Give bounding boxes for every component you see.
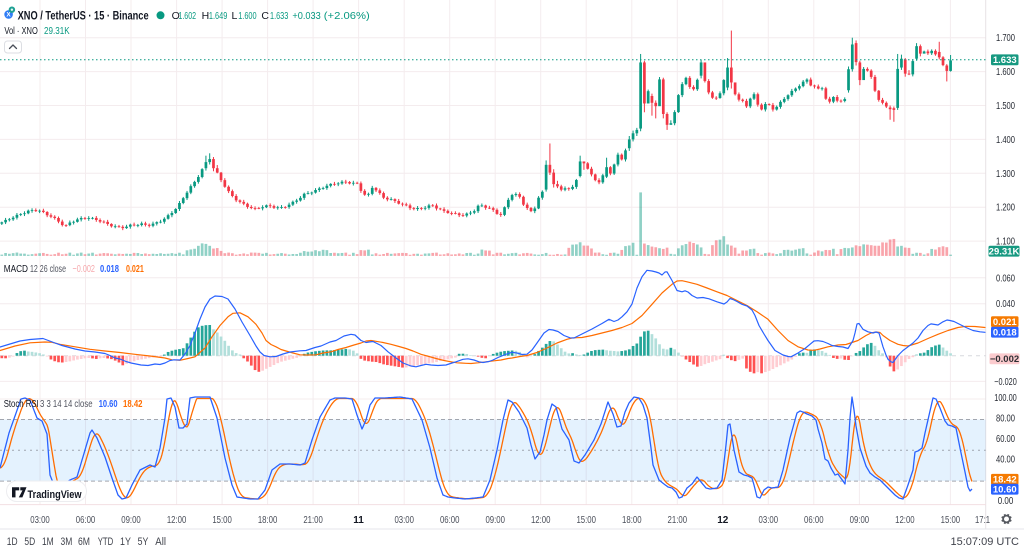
svg-text:1.649: 1.649: [209, 10, 228, 22]
svg-text:17:1: 17:1: [975, 515, 990, 526]
svg-text:21:00: 21:00: [303, 515, 323, 526]
svg-text:0.040: 0.040: [996, 299, 1015, 310]
svg-text:Vol · XNO: Vol · XNO: [4, 25, 37, 37]
svg-text:06:00: 06:00: [804, 515, 824, 526]
svg-text:15:00: 15:00: [212, 515, 232, 526]
svg-text:0.021: 0.021: [993, 317, 1017, 328]
svg-text:12:00: 12:00: [531, 515, 551, 526]
svg-text:YTD: YTD: [98, 536, 114, 548]
svg-text:18:00: 18:00: [258, 515, 278, 526]
svg-text:12:00: 12:00: [895, 515, 915, 526]
svg-text:C: C: [261, 10, 269, 22]
svg-text:1Y: 1Y: [120, 536, 131, 548]
svg-text:12: 12: [717, 515, 729, 526]
svg-text:3M: 3M: [61, 536, 73, 548]
svg-text:X: X: [6, 12, 11, 19]
svg-text:15:07:09 UTC: 15:07:09 UTC: [951, 536, 1020, 548]
svg-text:15:00: 15:00: [941, 515, 961, 526]
svg-text:1M: 1M: [42, 536, 54, 548]
svg-text:6M: 6M: [78, 536, 90, 548]
svg-text:12:00: 12:00: [167, 515, 187, 526]
svg-text:5Y: 5Y: [138, 536, 149, 548]
svg-text:1D: 1D: [7, 536, 18, 548]
svg-text:1.400: 1.400: [996, 135, 1015, 146]
svg-text:06:00: 06:00: [76, 515, 96, 526]
svg-text:H: H: [202, 10, 210, 22]
svg-text:0.018: 0.018: [993, 328, 1017, 339]
svg-text:60.00: 60.00: [996, 434, 1015, 445]
svg-text:0.021: 0.021: [126, 263, 144, 275]
svg-text:03:00: 03:00: [394, 515, 414, 526]
svg-text:12 26 close: 12 26 close: [30, 263, 66, 275]
svg-text:TradingView: TradingView: [28, 489, 82, 501]
svg-text:1.200: 1.200: [996, 203, 1015, 214]
svg-text:03:00: 03:00: [30, 515, 50, 526]
svg-text:MACD: MACD: [4, 263, 29, 275]
svg-text:−0.002: −0.002: [73, 263, 96, 275]
svg-text:1.633: 1.633: [993, 55, 1017, 66]
svg-text:06:00: 06:00: [440, 515, 460, 526]
svg-text:0.00: 0.00: [998, 496, 1014, 507]
svg-text:−0.020: −0.020: [994, 377, 1017, 388]
svg-text:1.602: 1.602: [178, 10, 196, 22]
svg-text:03:00: 03:00: [759, 515, 779, 526]
svg-text:09:00: 09:00: [485, 515, 505, 526]
svg-text:10.60: 10.60: [99, 398, 118, 410]
svg-text:All: All: [155, 536, 166, 548]
svg-text:1.300: 1.300: [996, 169, 1015, 180]
svg-text:5D: 5D: [24, 536, 35, 548]
svg-text:1.500: 1.500: [996, 101, 1015, 112]
svg-text:0.060: 0.060: [996, 273, 1015, 284]
svg-text:29.31K: 29.31K: [44, 25, 70, 37]
svg-text:1.600: 1.600: [238, 10, 257, 22]
svg-text:09:00: 09:00: [121, 515, 141, 526]
svg-text:18.42: 18.42: [993, 475, 1017, 486]
svg-text:18.42: 18.42: [123, 398, 143, 410]
svg-text:18:00: 18:00: [622, 515, 642, 526]
svg-text:1.100: 1.100: [996, 237, 1015, 248]
svg-text:11: 11: [353, 515, 364, 526]
svg-text:O: O: [172, 10, 180, 22]
svg-text:(+2.06%): (+2.06%): [324, 10, 370, 22]
svg-text:1.633: 1.633: [270, 10, 288, 22]
svg-text:100.00: 100.00: [994, 393, 1017, 404]
svg-text:+0.033: +0.033: [292, 10, 321, 22]
svg-text:29.31K: 29.31K: [989, 247, 1020, 258]
svg-text:80.00: 80.00: [996, 413, 1015, 424]
svg-text:−0.002: −0.002: [990, 354, 1019, 365]
svg-text:09:00: 09:00: [850, 515, 870, 526]
svg-text:15:00: 15:00: [576, 515, 596, 526]
svg-text:3 3 14 14 close: 3 3 14 14 close: [40, 398, 93, 410]
svg-text:0.018: 0.018: [100, 263, 119, 275]
svg-text:L: L: [232, 10, 238, 22]
svg-text:1.700: 1.700: [996, 33, 1015, 44]
svg-text:40.00: 40.00: [996, 455, 1015, 466]
svg-text:Stoch RSI: Stoch RSI: [4, 398, 39, 410]
svg-text:1.600: 1.600: [996, 67, 1015, 78]
svg-text:10.60: 10.60: [993, 485, 1017, 496]
svg-text:XNO / TetherUS · 15 · Binance: XNO / TetherUS · 15 · Binance: [18, 9, 149, 23]
svg-text:21:00: 21:00: [668, 515, 688, 526]
